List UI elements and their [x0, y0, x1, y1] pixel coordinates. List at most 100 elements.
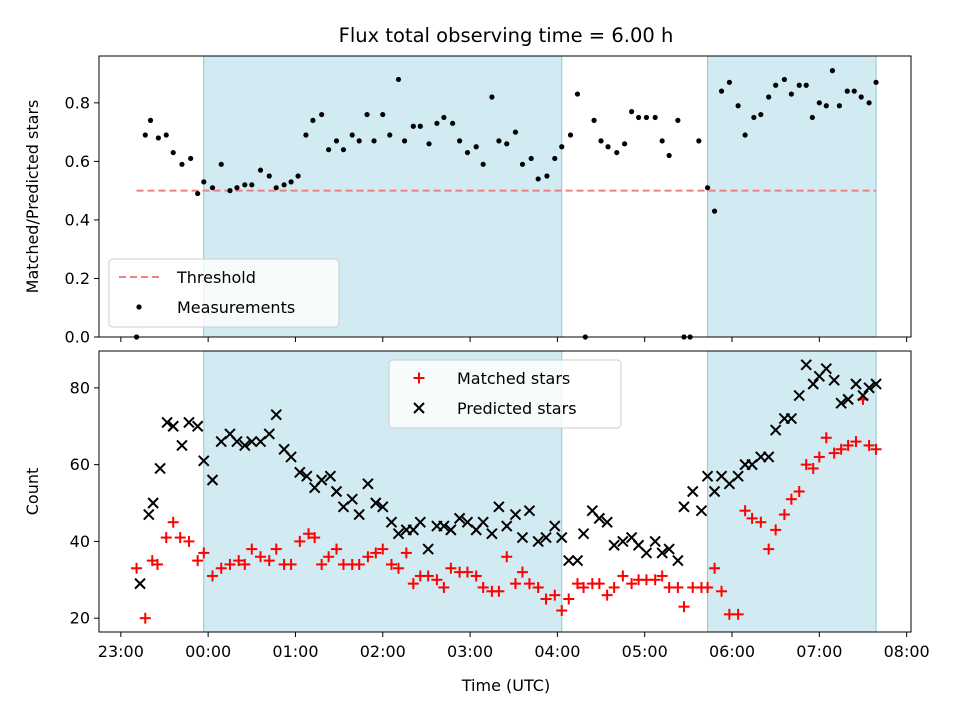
series-predicted-stars — [134, 359, 882, 590]
data-point — [549, 589, 561, 601]
data-point — [844, 88, 850, 94]
data-point — [461, 566, 473, 578]
data-point — [224, 558, 236, 570]
data-point — [523, 578, 535, 590]
data-point — [410, 123, 416, 129]
data-point — [785, 493, 797, 505]
data-point — [215, 562, 227, 574]
data-point — [207, 570, 219, 582]
data-point — [678, 501, 690, 513]
data-point — [242, 182, 248, 188]
data-point — [281, 182, 287, 188]
data-point — [742, 132, 748, 138]
data-point — [704, 185, 711, 191]
axes-frame — [98, 55, 912, 338]
data-point — [489, 94, 495, 100]
data-point — [601, 589, 613, 601]
data-point — [188, 155, 194, 162]
data-point — [310, 117, 316, 123]
series-matched-stars — [131, 393, 882, 624]
data-point — [758, 111, 764, 118]
data-point — [401, 138, 408, 144]
y-tick-label: 0.8 — [65, 93, 90, 112]
data-point — [324, 470, 337, 482]
data-point — [353, 558, 365, 570]
top-panel: 0.0 0.2 0.4 0.6 0.8 Matched/Predicted stars Th… — [23, 55, 912, 347]
data-point — [769, 424, 782, 436]
data-point — [608, 581, 620, 593]
y-tick-label: 0.2 — [65, 269, 90, 288]
data-point — [751, 114, 757, 121]
data-point — [377, 501, 389, 513]
data-point — [263, 428, 275, 440]
legend-item: Measurements — [136, 298, 295, 317]
data-point — [711, 208, 718, 214]
data-point — [370, 497, 382, 509]
data-point — [626, 578, 638, 590]
data-point — [434, 120, 440, 126]
data-point — [480, 161, 486, 167]
data-point — [450, 120, 456, 126]
chart-title: Flux total observing time = 6.00 h — [339, 24, 674, 47]
data-point — [464, 149, 471, 156]
data-point — [414, 516, 427, 528]
data-point — [563, 554, 575, 567]
legend-item: Predicted stars — [413, 399, 577, 418]
data-point — [635, 114, 642, 121]
data-point — [285, 558, 297, 570]
data-point — [326, 147, 332, 153]
data-point — [850, 378, 862, 390]
x-axis-label: Time (UTC) — [461, 676, 550, 695]
data-point — [732, 470, 744, 482]
data-point — [426, 141, 432, 147]
data-point — [763, 543, 775, 555]
data-point — [239, 558, 251, 570]
data-point — [496, 138, 502, 144]
data-point — [195, 190, 201, 197]
legend-label: Threshold — [176, 268, 256, 287]
data-point — [249, 182, 255, 188]
data-point — [656, 547, 668, 559]
data-point — [295, 173, 301, 179]
data-point — [640, 547, 653, 559]
data-point — [198, 455, 210, 467]
data-point — [309, 532, 321, 544]
data-point — [167, 420, 179, 432]
data-point — [417, 123, 423, 129]
data-point — [509, 508, 522, 521]
data-point — [385, 516, 398, 528]
data-point — [192, 555, 204, 567]
data-point — [835, 397, 847, 409]
data-point — [766, 94, 772, 100]
data-point — [516, 531, 529, 544]
data-point — [716, 585, 728, 597]
data-point — [422, 570, 434, 582]
legend-label: Predicted stars — [457, 399, 577, 418]
data-point — [828, 374, 840, 386]
data-point — [395, 76, 402, 83]
data-point — [552, 155, 558, 162]
data-point — [842, 439, 854, 451]
data-point — [649, 574, 661, 586]
data-point — [174, 532, 186, 544]
data-point — [659, 138, 665, 144]
data-point — [422, 543, 434, 555]
data-point — [356, 138, 362, 144]
data-point — [303, 528, 315, 540]
y-axis-label: Count — [23, 468, 42, 516]
data-point — [139, 612, 151, 624]
data-point — [201, 179, 207, 185]
data-point — [516, 566, 528, 578]
bottom-panel: 23:00 00:00 01:00 02:00 03:00 04:00 05:00 06:00… — [23, 350, 930, 661]
legend-box — [388, 359, 622, 429]
data-point — [330, 543, 342, 555]
data-point — [377, 543, 389, 555]
legend: Matched stars Predicted stars — [388, 359, 622, 429]
data-point — [649, 535, 661, 548]
data-point — [863, 382, 875, 394]
data-point — [820, 362, 833, 375]
legend-swatch — [413, 372, 425, 384]
data-point — [800, 459, 812, 471]
data-point — [544, 173, 550, 179]
data-point — [380, 111, 386, 118]
